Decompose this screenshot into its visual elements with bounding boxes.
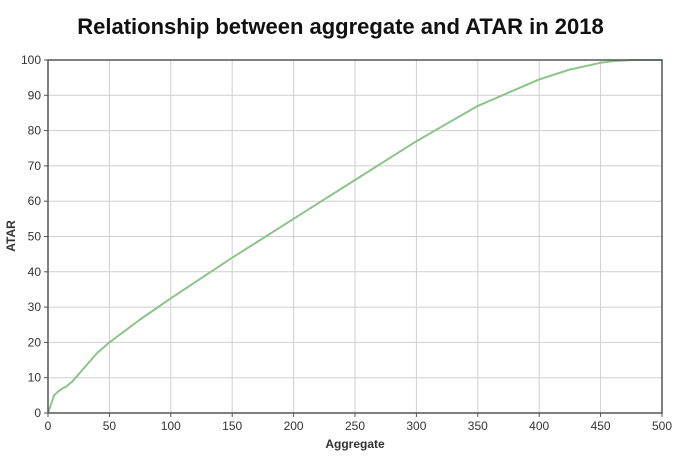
data-point	[139, 318, 141, 321]
y-tick-label: 80	[28, 124, 42, 138]
data-point	[65, 385, 68, 388]
data-point	[49, 405, 52, 407]
x-tick-label: 100	[161, 419, 181, 433]
x-tick-label: 350	[468, 419, 488, 433]
data-point	[84, 366, 86, 368]
y-tick-label: 40	[28, 265, 42, 279]
data-point	[599, 62, 602, 64]
y-tick-label: 60	[28, 194, 42, 208]
x-tick-label: 450	[591, 419, 611, 433]
data-point	[61, 387, 64, 390]
data-point	[96, 352, 98, 354]
data-point	[354, 179, 356, 181]
x-tick-label: 50	[103, 419, 117, 433]
x-tick-label: 300	[406, 419, 426, 433]
y-tick-label: 0	[34, 406, 41, 420]
data-point	[170, 297, 172, 300]
x-tick-label: 200	[284, 419, 304, 433]
data-point	[569, 68, 571, 71]
x-axis-label: Aggregate	[325, 437, 385, 451]
y-tick-label: 90	[28, 88, 42, 102]
y-tick-label: 20	[28, 335, 42, 349]
y-axis-label: ATAR	[4, 220, 18, 252]
data-point	[538, 78, 540, 81]
x-tick-label: 500	[652, 419, 672, 433]
x-tick-label: 0	[45, 419, 52, 433]
data-point	[477, 105, 479, 107]
chart-title: Relationship between aggregate and ATAR …	[77, 14, 604, 39]
y-tick-label: 30	[28, 300, 42, 314]
x-tick-label: 400	[529, 419, 549, 433]
y-tick-label: 10	[28, 371, 42, 385]
y-tick-label: 100	[21, 53, 41, 67]
x-tick-label: 150	[222, 419, 242, 433]
data-point	[53, 394, 55, 397]
x-tick-label: 250	[345, 419, 365, 433]
data-point	[231, 256, 233, 259]
data-point	[57, 391, 59, 393]
data-point	[292, 218, 295, 220]
data-point	[108, 341, 111, 344]
data-point	[77, 373, 80, 375]
y-tick-label: 70	[28, 159, 42, 173]
data-point	[71, 380, 74, 383]
plot-frame	[47, 59, 663, 414]
data-point	[415, 140, 418, 142]
y-tick-label: 50	[28, 230, 42, 244]
